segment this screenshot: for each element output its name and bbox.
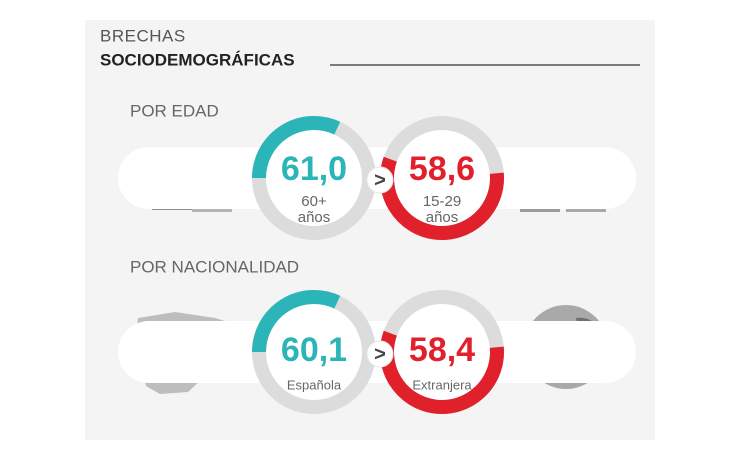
value: 58,4 bbox=[409, 331, 475, 369]
caption: años bbox=[426, 209, 459, 226]
ring-arc bbox=[252, 116, 341, 179]
caption: Extranjera bbox=[412, 377, 472, 392]
value: 61,0 bbox=[281, 150, 347, 188]
caption: años bbox=[298, 209, 331, 226]
value: 60,1 bbox=[281, 331, 347, 369]
section-label: POR NACIONALIDAD bbox=[130, 257, 299, 276]
comparator-bg bbox=[366, 340, 394, 368]
section-label: POR EDAD bbox=[130, 101, 219, 120]
caption: Española bbox=[287, 377, 342, 392]
ring-arc bbox=[252, 290, 341, 353]
comparator: > bbox=[374, 169, 386, 191]
comparator: > bbox=[374, 343, 386, 365]
caption: 15-29 bbox=[423, 193, 461, 210]
title: BRECHAS bbox=[100, 26, 186, 45]
comparator-bg bbox=[366, 166, 394, 194]
value: 58,6 bbox=[409, 150, 475, 188]
caption: 60+ bbox=[301, 193, 327, 210]
subtitle: SOCIODEMOGRÁFICAS bbox=[100, 50, 295, 69]
